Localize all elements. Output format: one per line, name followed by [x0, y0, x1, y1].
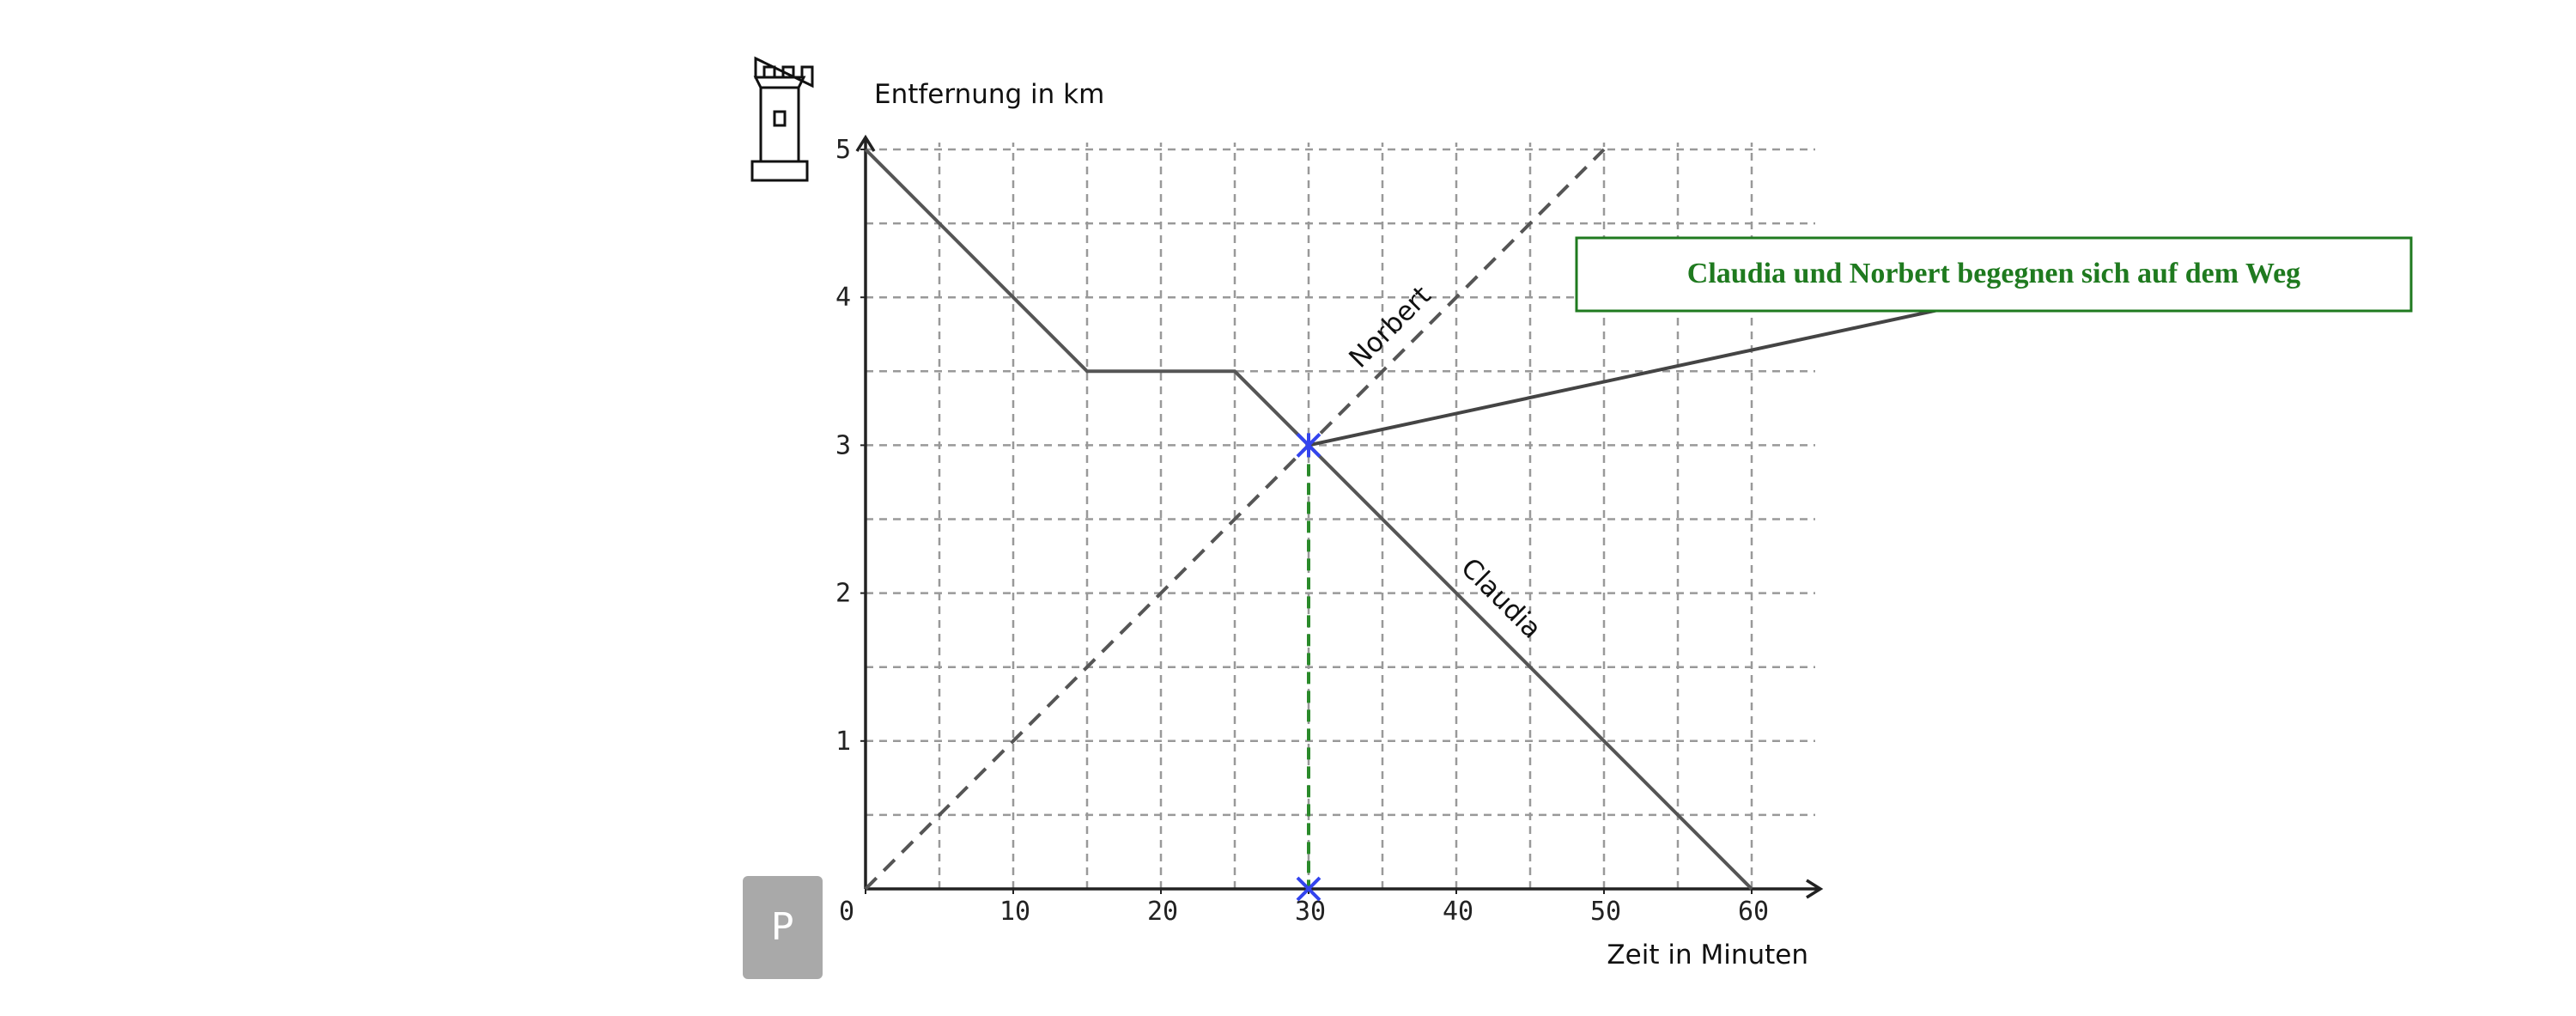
tower-icon: [750, 56, 814, 182]
x-axis-label: Zeit in Minuten: [1607, 940, 1808, 970]
badge-text: P: [771, 905, 794, 949]
series-line: [864, 148, 1753, 891]
meeting-time-marker: [1296, 876, 1321, 902]
x-tick-label: 20: [1147, 897, 1178, 927]
x-tick-label: 60: [1738, 897, 1769, 927]
series-line: [864, 148, 1606, 891]
badge: [743, 876, 823, 979]
x-tick-label: 30: [1295, 897, 1326, 927]
axes: [855, 134, 1824, 899]
annotation-pointer: [1308, 308, 1939, 447]
y-tick-label: 4: [835, 283, 851, 313]
series-label: Norbert: [1343, 280, 1437, 374]
y-tick-label: 5: [835, 135, 851, 165]
x-tick-label: 50: [1590, 897, 1621, 927]
y-axis-label: Entfernung in km: [874, 79, 1104, 110]
y-tick-label: 2: [835, 579, 851, 609]
series-label: Claudia: [1455, 552, 1547, 645]
meeting-point: [1296, 432, 1321, 458]
annotation: Claudia und Norbert begegnen sich auf de…: [1687, 258, 2300, 289]
y-tick-label: 1: [835, 727, 851, 757]
x-tick-label: 40: [1443, 897, 1473, 927]
annotation-box: [1575, 236, 2413, 313]
x-tick-label: 10: [999, 897, 1030, 927]
x-tick-label: 0: [839, 897, 854, 927]
y-tick-label: 3: [835, 430, 851, 460]
